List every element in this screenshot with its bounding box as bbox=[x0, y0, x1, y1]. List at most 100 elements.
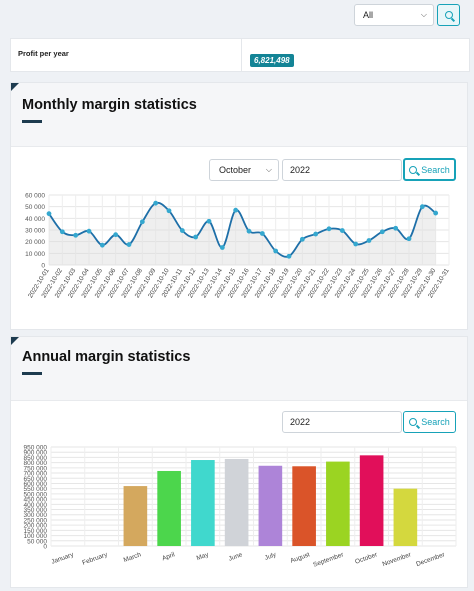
data-point bbox=[339, 228, 345, 233]
y-tick-label: 450 000 bbox=[24, 497, 48, 504]
data-point bbox=[73, 232, 79, 238]
annual-title: Annual margin statistics bbox=[22, 349, 191, 365]
search-icon bbox=[409, 165, 418, 174]
data-point bbox=[59, 229, 65, 235]
data-point bbox=[219, 245, 225, 250]
bar-june bbox=[224, 458, 249, 546]
bar-march bbox=[123, 486, 148, 546]
y-tick-label: 40 000 bbox=[25, 216, 45, 223]
x-tick-label: May bbox=[196, 551, 211, 562]
corner-marker-icon bbox=[11, 337, 19, 345]
data-point bbox=[139, 219, 145, 225]
data-point bbox=[433, 210, 439, 216]
x-tick-label: September bbox=[312, 551, 345, 569]
y-tick-label: 750 000 bbox=[24, 465, 48, 472]
data-point bbox=[393, 225, 399, 231]
y-tick-label: 800 000 bbox=[24, 460, 48, 467]
x-tick-label: October bbox=[354, 551, 379, 566]
y-tick-label: 500 000 bbox=[24, 491, 48, 498]
year-filter-value: All bbox=[363, 10, 374, 20]
month-select-value: October bbox=[219, 165, 252, 175]
month-select[interactable]: October ⌵ bbox=[209, 159, 279, 181]
bar-september bbox=[326, 461, 350, 546]
y-tick-label: 10 000 bbox=[25, 251, 45, 258]
y-tick-label: 700 000 bbox=[24, 471, 48, 478]
y-tick-label: 350 000 bbox=[24, 507, 48, 514]
data-point bbox=[353, 241, 359, 247]
y-tick-label: 50 000 bbox=[27, 538, 47, 545]
profit-label: Profit per year bbox=[11, 39, 242, 71]
y-tick-label: 0 bbox=[41, 263, 45, 270]
data-point bbox=[366, 238, 372, 243]
x-tick-label: August bbox=[289, 551, 311, 565]
title-underline bbox=[22, 120, 42, 123]
annual-year-input[interactable]: 2022 bbox=[282, 411, 402, 433]
data-point bbox=[166, 208, 172, 214]
year-filter-select[interactable]: All ⌵ bbox=[354, 4, 434, 26]
y-tick-label: 900 000 bbox=[24, 450, 48, 457]
monthly-panel-header: Monthly margin statistics bbox=[11, 83, 467, 147]
x-tick-label: April bbox=[161, 551, 176, 562]
bar-may bbox=[191, 460, 215, 546]
data-point bbox=[273, 248, 279, 254]
corner-marker-icon bbox=[11, 83, 19, 91]
x-tick-label: November bbox=[381, 551, 412, 568]
data-point bbox=[326, 226, 332, 232]
data-point bbox=[259, 231, 265, 236]
profit-card: Profit per year 6,821,498 bbox=[10, 38, 470, 72]
data-point bbox=[379, 229, 385, 235]
bar-october bbox=[359, 455, 384, 546]
y-tick-label: 100 000 bbox=[24, 533, 48, 540]
bar-november bbox=[393, 488, 418, 546]
y-tick-label: 200 000 bbox=[24, 523, 48, 530]
y-tick-label: 150 000 bbox=[24, 528, 48, 535]
y-tick-label: 30 000 bbox=[25, 228, 45, 235]
data-point bbox=[406, 236, 412, 242]
title-underline bbox=[22, 372, 42, 375]
annual-panel: Annual margin statistics 2022 Search 0 50… bbox=[10, 336, 468, 588]
data-point bbox=[179, 228, 185, 233]
data-point bbox=[193, 234, 199, 240]
monthly-panel: Monthly margin statistics October ⌵ 2022… bbox=[10, 82, 468, 330]
y-tick-label: 0 bbox=[43, 544, 47, 551]
y-tick-label: 650 000 bbox=[24, 476, 48, 483]
x-tick-label: December bbox=[415, 551, 446, 568]
data-point bbox=[246, 228, 252, 234]
filter-search-button[interactable] bbox=[437, 4, 460, 26]
y-tick-label: 60 000 bbox=[25, 193, 45, 200]
y-tick-label: 850 000 bbox=[24, 455, 48, 462]
profit-value-badge: 6,821,498 bbox=[250, 54, 294, 67]
y-tick-label: 950 000 bbox=[24, 445, 48, 452]
monthly-year-input[interactable]: 2022 bbox=[282, 159, 402, 181]
x-tick-label: June bbox=[228, 551, 244, 563]
y-tick-label: 550 000 bbox=[24, 486, 48, 493]
y-tick-label: 300 000 bbox=[24, 512, 48, 519]
data-point bbox=[286, 253, 292, 259]
data-point bbox=[419, 204, 425, 210]
data-point bbox=[126, 242, 132, 247]
chevron-down-icon: ⌵ bbox=[265, 165, 272, 174]
y-tick-label: 250 000 bbox=[24, 517, 48, 524]
data-point bbox=[99, 242, 105, 248]
data-point bbox=[206, 218, 212, 224]
search-icon bbox=[444, 11, 453, 19]
search-icon bbox=[409, 418, 418, 426]
annual-search-label: Search bbox=[421, 417, 450, 427]
data-point bbox=[46, 211, 52, 217]
monthly-title: Monthly margin statistics bbox=[22, 97, 197, 113]
monthly-search-label: Search bbox=[421, 164, 450, 175]
monthly-search-button[interactable]: Search bbox=[403, 158, 456, 181]
data-point bbox=[299, 236, 305, 242]
y-tick-label: 600 000 bbox=[24, 481, 48, 488]
y-tick-label: 400 000 bbox=[24, 502, 48, 509]
area-fill bbox=[49, 202, 436, 265]
bar-july bbox=[258, 465, 283, 546]
data-point bbox=[153, 200, 159, 206]
data-point bbox=[233, 207, 239, 213]
chevron-down-icon: ⌵ bbox=[420, 10, 427, 19]
y-tick-label: 50 000 bbox=[25, 204, 45, 211]
bar-april bbox=[157, 470, 181, 546]
annual-search-button[interactable]: Search bbox=[403, 411, 456, 433]
